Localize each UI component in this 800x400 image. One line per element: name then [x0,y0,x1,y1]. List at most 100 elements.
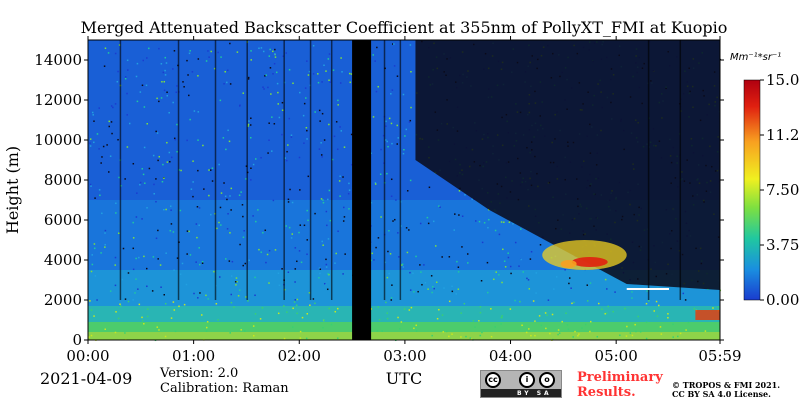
noise-pixel [104,47,107,49]
noise-pixel [236,280,238,283]
noise-pixel [464,194,466,196]
noise-pixel [486,261,489,264]
noise-pixel [132,237,135,239]
noise-pixel [161,81,163,83]
noise-pixel [242,236,245,239]
noise-pixel [272,50,274,53]
noise-pixel [382,134,385,137]
noise-pixel [335,252,337,255]
noise-pixel [399,328,401,330]
noise-pixel [659,326,662,328]
noise-pixel [96,299,98,301]
noise-pixel [601,308,603,310]
noise-pixel [261,307,264,309]
noise-pixel [551,313,554,316]
noise-pixel [250,179,252,181]
noise-pixel [104,328,107,331]
noise-pixel [274,53,276,55]
noise-pixel [148,167,151,170]
noise-pixel [514,241,517,244]
noise-pixel [470,338,473,341]
noise-pixel [498,233,501,236]
noise-pixel [197,169,199,172]
noise-pixel [685,329,687,331]
noise-pixel [242,264,244,267]
noise-pixel [645,321,648,324]
noise-pixel [413,291,415,293]
noise-pixel [298,156,301,159]
noise-pixel [558,332,561,334]
noise-pixel [181,262,184,265]
noise-pixel [238,194,241,196]
noise-pixel [391,89,394,91]
noise-pixel [227,213,229,215]
noise-pixel [614,291,616,293]
noise-pixel [250,117,252,119]
noise-pixel [341,71,343,73]
noise-pixel [334,310,337,313]
noise-pixel [545,327,547,330]
noise-pixel [328,273,330,276]
noise-pixel [199,292,201,294]
y-axis: 0 2000 4000 6000 8000 10000 12000 14000 [34,51,724,349]
noise-pixel [589,282,592,284]
noise-pixel [192,181,194,183]
noise-pixel [179,209,182,212]
noise-pixel [198,207,201,209]
noise-pixel [307,219,309,222]
noise-pixel [141,218,143,220]
noise-pixel [93,141,95,144]
noise-pixel [648,300,650,302]
noise-pixel [156,97,158,100]
noise-pixel [295,304,298,306]
noise-pixel [106,144,108,146]
noise-pixel [397,232,399,234]
noise-pixel [658,304,660,307]
noise-pixel [325,210,328,213]
noise-pixel [534,334,536,337]
noise-pixel [98,107,100,109]
noise-pixel [89,300,91,302]
noise-pixel [328,79,330,81]
noise-pixel [135,75,138,78]
noise-pixel [223,83,225,85]
noise-pixel [319,272,321,275]
x-tick-label: 01:00 [172,347,215,365]
noise-pixel [342,220,345,222]
noise-pixel [568,282,570,285]
noise-pixel [494,326,496,328]
noise-pixel [520,228,522,230]
noise-pixel [337,99,339,102]
noise-pixel [235,277,238,279]
noise-pixel [138,256,140,259]
noise-pixel [152,256,155,258]
noise-pixel [90,270,93,273]
noise-pixel [578,333,580,335]
noise-pixel [195,261,197,263]
noise-pixel [306,313,309,315]
noise-pixel [281,133,283,136]
noise-pixel [343,216,346,218]
noise-pixel [299,337,302,339]
noise-pixel [176,150,178,153]
noise-pixel [549,332,551,335]
noise-pixel [321,81,323,83]
noise-pixel [347,192,350,195]
noise-pixel [454,213,456,215]
noise-pixel [108,120,110,123]
signal-streak [119,40,122,300]
noise-pixel [329,81,332,83]
x-tick-label: 02:00 [278,347,321,365]
noise-pixel [137,288,139,290]
noise-pixel [401,263,404,265]
noise-pixel [327,238,330,240]
noise-pixel [374,182,377,184]
noise-pixel [457,271,460,273]
noise-pixel [481,241,484,244]
noise-pixel [331,158,334,161]
noise-pixel [157,229,159,232]
y-tick-label: 10000 [34,131,82,149]
noise-pixel [126,114,129,116]
colorbar-unit-label: Mm⁻¹*sr⁻¹ [730,52,781,63]
noise-pixel [273,62,276,65]
